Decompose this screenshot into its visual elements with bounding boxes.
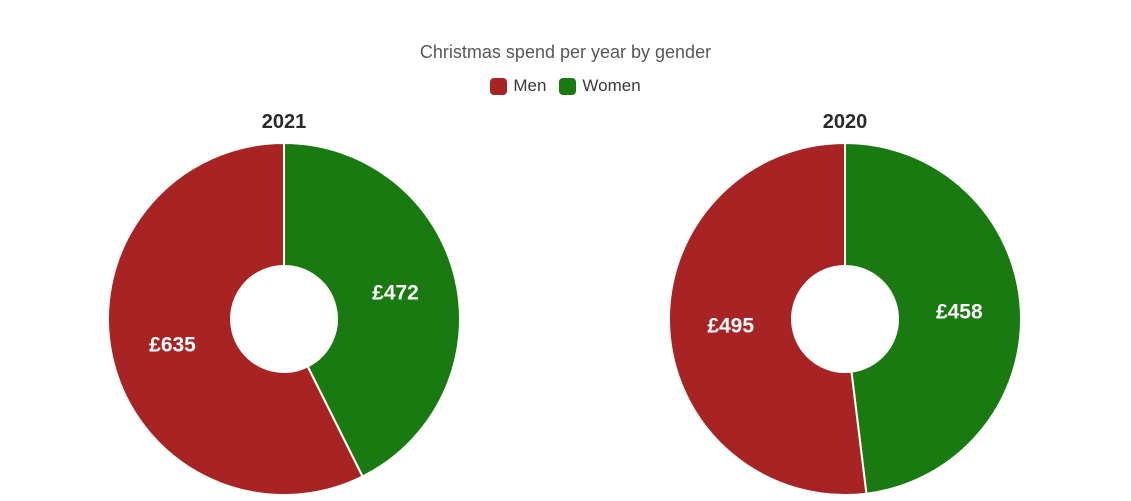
pie-year-label-2021: 2021 bbox=[261, 111, 307, 133]
legend-label-men: Men bbox=[513, 76, 547, 95]
legend-item-men: Men bbox=[490, 76, 546, 96]
donut-chart-2021: £472 £635 bbox=[107, 142, 461, 496]
donut-group-2021: 2021 £472 £635 bbox=[106, 110, 462, 497]
value-label-women-2020: £458 bbox=[936, 301, 983, 324]
pie-slice-women-2020[interactable] bbox=[844, 142, 1022, 495]
pie-slice-women-2021[interactable] bbox=[283, 142, 461, 478]
women-color-swatch bbox=[559, 77, 577, 95]
chart-title: Christmas spend per year by gender bbox=[419, 42, 712, 62]
legend: Men Women bbox=[0, 76, 1131, 96]
pie-slice-men-2021[interactable] bbox=[107, 142, 364, 496]
legend-label-women: Women bbox=[582, 76, 641, 95]
pie-year-label-2020: 2020 bbox=[822, 111, 868, 133]
men-color-swatch bbox=[490, 77, 508, 95]
legend-item-women: Women bbox=[559, 76, 641, 96]
pie-slice-men-2020[interactable] bbox=[667, 142, 868, 496]
value-label-men-2020: £495 bbox=[707, 315, 754, 338]
value-label-men-2021: £635 bbox=[149, 334, 196, 357]
value-label-women-2021: £472 bbox=[372, 281, 419, 304]
donut-chart-2020: £458 £495 bbox=[667, 142, 1022, 496]
donut-group-2020: 2020 £458 £495 bbox=[667, 110, 1023, 497]
